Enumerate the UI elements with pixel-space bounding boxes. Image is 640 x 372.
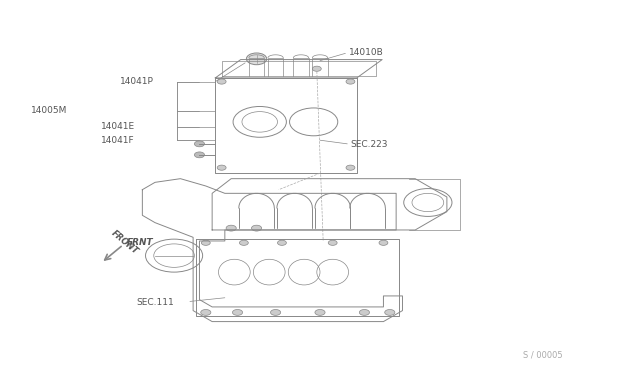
Circle shape	[232, 310, 243, 315]
Circle shape	[278, 240, 286, 246]
Circle shape	[312, 66, 321, 71]
Circle shape	[195, 152, 205, 158]
Circle shape	[346, 79, 355, 84]
Circle shape	[239, 240, 248, 246]
Circle shape	[385, 310, 395, 315]
Text: 14041F: 14041F	[101, 136, 135, 145]
Text: 14010B: 14010B	[349, 48, 383, 58]
Circle shape	[226, 225, 236, 231]
Circle shape	[217, 79, 226, 84]
Circle shape	[252, 225, 262, 231]
Text: SEC.223: SEC.223	[351, 141, 388, 150]
Text: 14041E: 14041E	[101, 122, 135, 131]
Circle shape	[328, 240, 337, 246]
Text: 14041P: 14041P	[120, 77, 154, 86]
Circle shape	[202, 240, 211, 246]
Circle shape	[195, 141, 205, 147]
Text: SEC.111: SEC.111	[136, 298, 174, 307]
Text: 14005M: 14005M	[31, 106, 68, 115]
Circle shape	[359, 310, 369, 315]
Circle shape	[379, 240, 388, 246]
Circle shape	[315, 310, 325, 315]
Circle shape	[246, 53, 267, 65]
Text: FRONT: FRONT	[109, 229, 140, 257]
Circle shape	[271, 310, 281, 315]
Text: FRNT: FRNT	[127, 238, 153, 247]
Circle shape	[217, 165, 226, 170]
Text: S / 00005: S / 00005	[523, 350, 563, 359]
Circle shape	[201, 310, 211, 315]
Circle shape	[346, 165, 355, 170]
